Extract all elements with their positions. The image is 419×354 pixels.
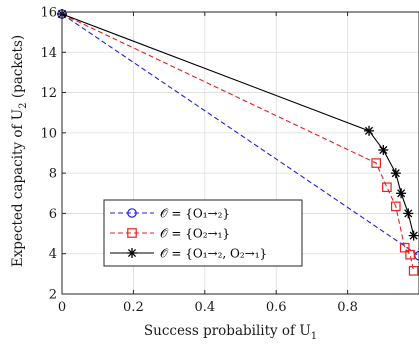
x-tick-label: 0.2 (123, 300, 144, 315)
series-line-2 (61, 13, 415, 271)
x-tick-label: 0.6 (266, 300, 287, 315)
y-tick-label: 4 (49, 247, 57, 262)
series-2-marker (390, 201, 401, 212)
plot-frame (61, 11, 419, 295)
legend-entry-2: 𝒪 = {O₂→₁} (160, 227, 230, 241)
marker-stroke (397, 189, 406, 198)
series-2-marker (405, 249, 415, 260)
series-2-marker (408, 266, 419, 276)
legend: 𝒪 = {O₁→₂} 𝒪 = {O₂→₁} 𝒪 = {O₁→₂, O₂→₁} (103, 199, 303, 267)
series-2-marker (371, 158, 381, 168)
y-tick-label: 8 (49, 167, 57, 182)
y-tick-label: 2 (49, 288, 57, 303)
series-3-marker (403, 208, 414, 219)
x-tick-label: 0.4 (194, 300, 215, 315)
series-3-marker (396, 188, 407, 199)
y-axis-title-sub: 2 (18, 102, 29, 108)
y-tick-label: 14 (40, 46, 57, 61)
x-axis-title: Success probability of U1 (144, 323, 317, 342)
series-3-marker (378, 144, 389, 155)
y-tick-label: 6 (49, 207, 57, 222)
series-2-marker (399, 242, 410, 253)
marker-stroke (409, 231, 418, 240)
series-3-marker (408, 230, 419, 241)
legend-entry-3: 𝒪 = {O₁→₂, O₂→₁} (160, 247, 267, 261)
series-3-marker (390, 168, 401, 179)
y-axis-title-unit: (packets) (10, 35, 26, 103)
marker-stroke (404, 209, 413, 218)
x-axis-title-main: Success probability of U (144, 323, 311, 339)
series-3-marker (364, 125, 375, 136)
legend-entry-1: 𝒪 = {O₁→₂} (160, 207, 230, 221)
legend-marker-1 (127, 208, 137, 218)
marker-stroke (391, 169, 400, 178)
series-layer (57, 9, 419, 276)
y-tick-label: 10 (40, 126, 57, 141)
marker-stroke (127, 248, 137, 258)
y-tick-label: 16 (40, 6, 57, 21)
y-axis-title-main: Expected capacity of U (10, 109, 26, 267)
x-tick-label: 0 (58, 300, 66, 315)
x-tick-label: 0.8 (337, 300, 358, 315)
axes: 0 0.2 0.4 0.6 0.8 2 4 6 8 10 12 14 16 (40, 6, 357, 316)
series-2-marker (382, 182, 392, 193)
legend-marker-2 (127, 228, 137, 238)
y-tick-label: 12 (40, 86, 57, 101)
y-axis-title: Expected capacity of U2 (packets) (10, 35, 29, 267)
marker-stroke (364, 126, 374, 135)
legend-marker-3 (127, 248, 137, 258)
marker-stroke (379, 145, 388, 155)
x-axis-title-sub: 1 (311, 331, 317, 342)
